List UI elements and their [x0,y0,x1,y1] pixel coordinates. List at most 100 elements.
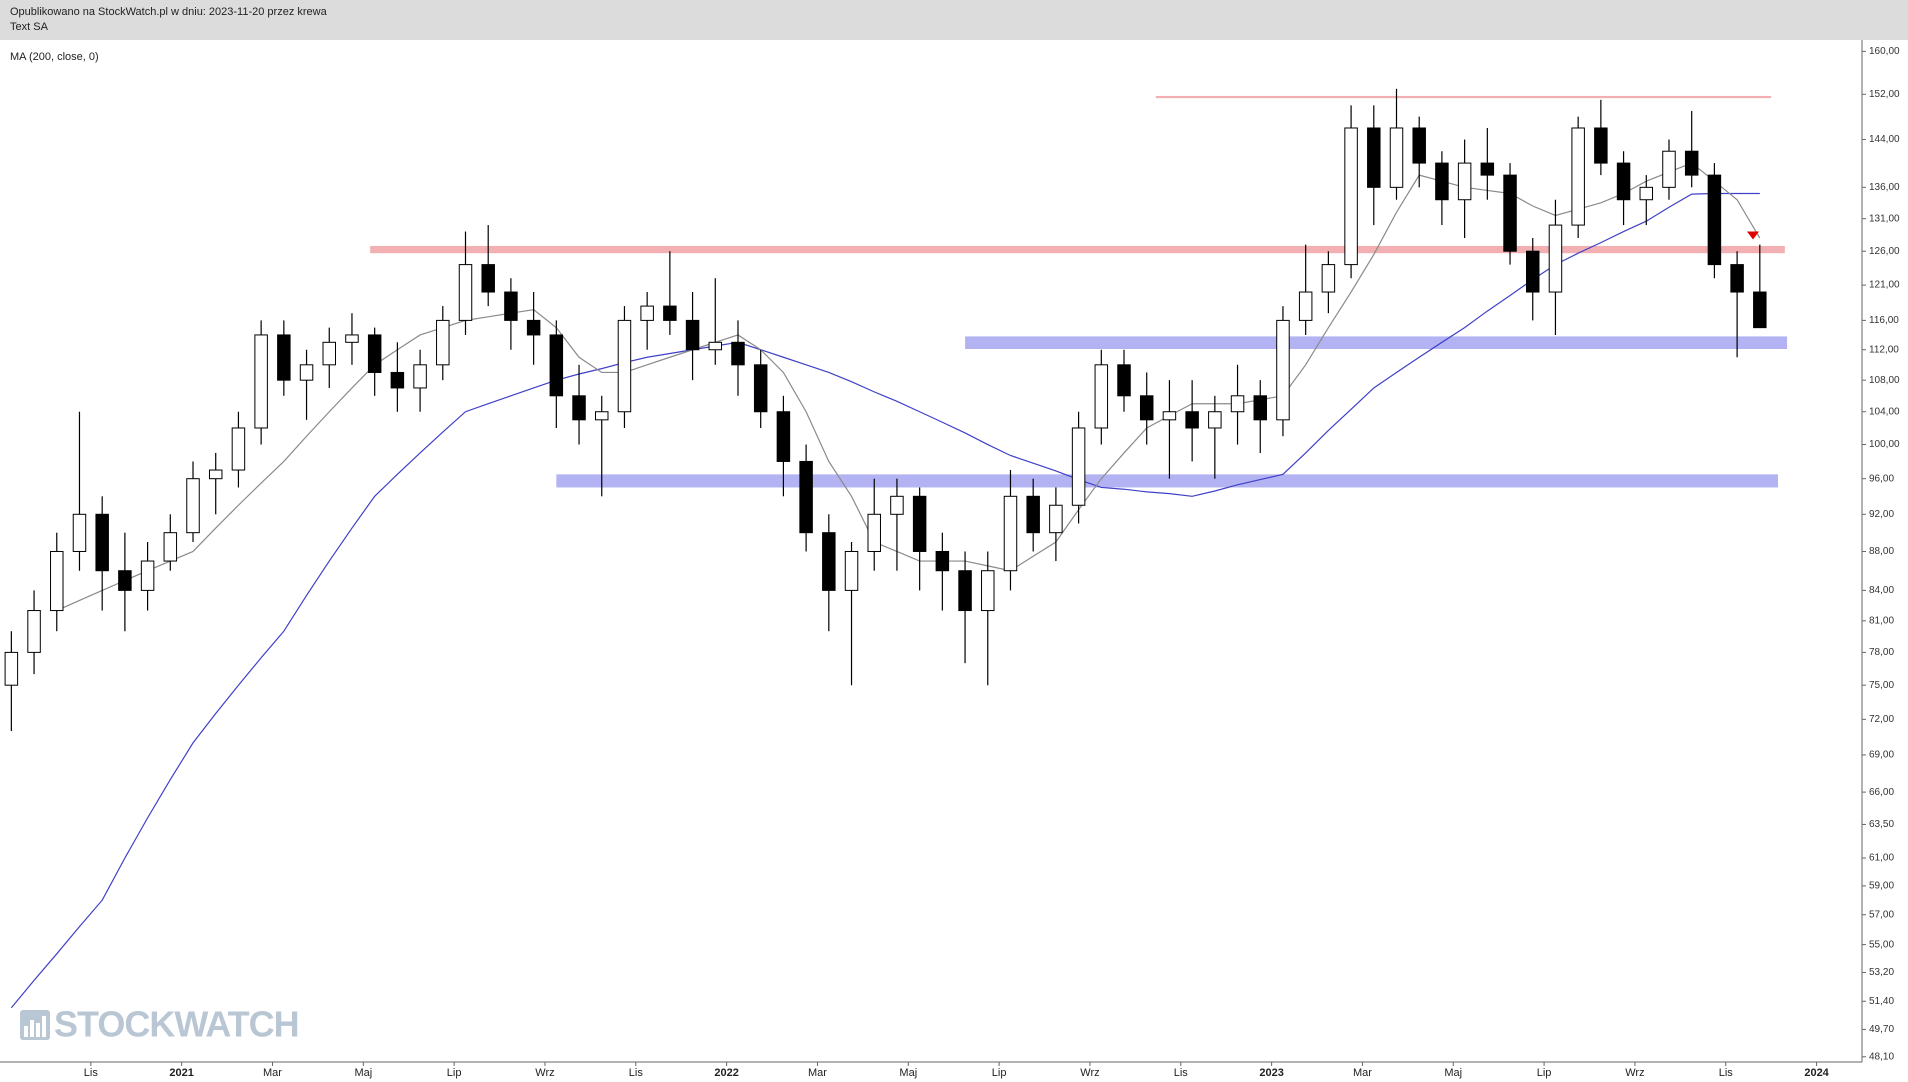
candle-body [731,341,745,366]
x-tick-label: Maj [899,1067,917,1079]
candle-body [208,469,223,480]
watermark-icon [20,1010,50,1040]
candle-body [299,364,314,381]
candle-body [1457,162,1472,201]
candle-body [413,364,427,389]
candle-body [640,305,654,321]
candle-body [1071,427,1086,506]
chart-subtitle: Text SA [10,21,49,33]
candle-body [390,371,405,389]
y-tick-label: 152,00 [1869,89,1900,100]
y-tick-label: 136,00 [1869,182,1900,193]
x-tick-label: Lip [992,1067,1007,1079]
moving-average-line [10,192,1760,1009]
y-tick-label: 88,00 [1869,546,1894,557]
candle-body [822,532,836,591]
candle-body [163,532,178,562]
candle-body [912,495,927,552]
candle-body [231,427,246,471]
x-tick-label: Mar [1353,1067,1372,1079]
candle-body [27,610,41,653]
candle-body [844,550,859,591]
candle-body [572,395,586,421]
candle-body [118,570,132,591]
x-tick-label: Lip [447,1067,462,1079]
x-tick-label: 2022 [714,1067,738,1079]
chart-title: Opublikowano na StockWatch.pl w dniu: 20… [10,6,328,18]
candle-body [436,319,450,366]
x-tick-label: Maj [354,1067,372,1079]
candle-body [72,513,87,552]
support-resistance-zone [965,336,1788,350]
y-tick-label: 160,00 [1869,46,1900,57]
candle-body [753,364,768,413]
candle-body [367,334,382,373]
x-tick-label: Lis [84,1067,99,1079]
support-resistance-zone [1155,95,1772,99]
x-tick-label: Mar [263,1067,282,1079]
y-tick-label: 104,00 [1869,406,1900,417]
x-tick-label: Wrz [535,1067,554,1079]
x-tick-label: Lip [1537,1067,1552,1079]
candle-body [1503,174,1517,252]
candle-body [1117,364,1131,397]
y-tick-label: 100,00 [1869,439,1900,450]
x-tick-label: Wrz [1625,1067,1644,1079]
watermark: STOCKWATCH [54,1004,299,1045]
candle-body [1321,264,1336,293]
candle-body [4,651,19,686]
candle-body [1389,127,1404,188]
candle-body [1094,364,1109,429]
candle-body [95,513,109,572]
legend-entry: MA (200, close, 0) [10,51,99,63]
candle-body [1639,186,1654,201]
y-tick-label: 51,40 [1869,996,1894,1007]
candle-body [526,319,541,336]
y-tick-label: 49,70 [1869,1024,1894,1035]
candle-body [958,570,972,612]
candle-body [1548,224,1563,293]
y-tick-label: 66,00 [1869,787,1894,798]
y-tick-label: 81,00 [1869,615,1894,626]
candle-body [1253,395,1268,421]
candle-body [1139,395,1154,421]
x-tick-label: Maj [1444,1067,1462,1079]
y-tick-label: 69,00 [1869,750,1894,761]
y-tick-label: 131,00 [1869,213,1900,224]
candle-body [254,334,268,429]
y-tick-label: 59,00 [1869,881,1894,892]
moving-average-line [56,162,1761,612]
y-tick-label: 75,00 [1869,680,1894,691]
candle-body [1525,250,1540,293]
y-tick-label: 126,00 [1869,246,1900,257]
candle-body [1049,504,1063,534]
y-tick-label: 78,00 [1869,647,1894,658]
x-tick-label: Mar [808,1067,827,1079]
y-tick-label: 48,10 [1869,1051,1894,1062]
candle-body [345,334,359,343]
candle-body [594,411,609,421]
candle-body [1707,174,1722,266]
candle-body [1594,127,1608,164]
y-tick-label: 61,00 [1869,853,1894,864]
candle-body [1753,291,1767,329]
candle-body [1185,411,1199,429]
candle-body [799,460,813,534]
candle-body [458,264,473,321]
candle-body [322,341,337,366]
y-tick-label: 55,00 [1869,939,1894,950]
signal-marker [1747,231,1760,240]
candle-body [1003,495,1018,572]
candle-body [663,305,677,321]
candle-body [1026,495,1040,534]
candle-body [1344,127,1358,266]
candle-body [1684,150,1699,176]
y-tick-label: 92,00 [1869,509,1894,520]
candle-body [935,550,950,572]
candle-body [1208,411,1222,429]
x-tick-label: Lis [1719,1067,1734,1079]
candle-body [1662,150,1676,188]
candle-body [1298,291,1313,321]
candle-body [890,495,904,515]
